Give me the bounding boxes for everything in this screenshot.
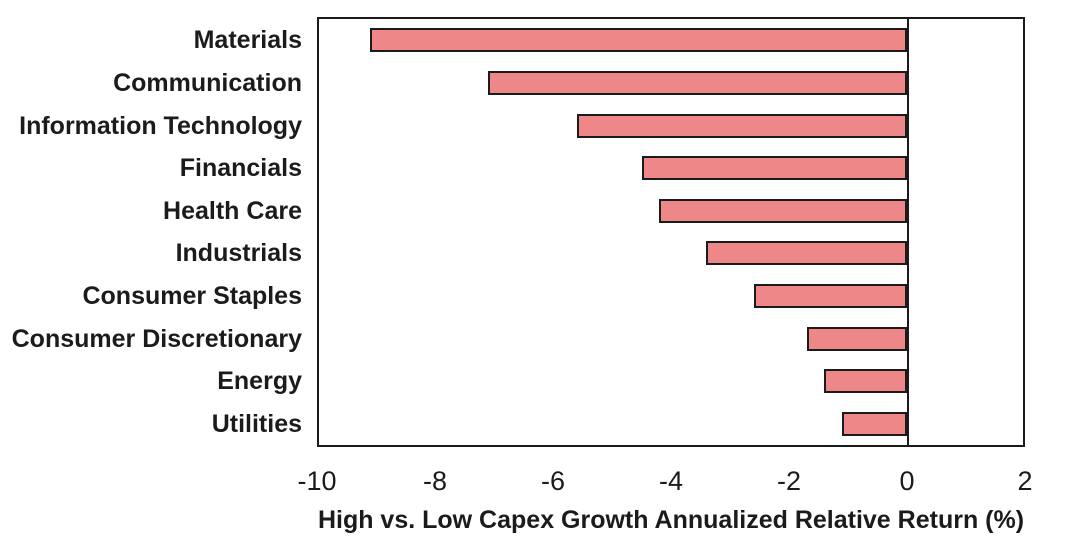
category-label: Consumer Discretionary: [11, 324, 302, 353]
bar: [659, 198, 907, 223]
category-label: Energy: [217, 367, 302, 396]
bar: [576, 113, 907, 138]
bar: [842, 411, 907, 436]
bar: [753, 283, 907, 308]
category-label: Health Care: [163, 196, 302, 225]
x-tick-label: -8: [422, 466, 448, 496]
x-tick-label: -10: [297, 466, 337, 496]
plot-area: [317, 17, 1025, 447]
category-label: Communication: [113, 68, 302, 97]
x-tick-label: 0: [899, 466, 915, 496]
x-tick-label: -6: [540, 466, 566, 496]
zero-axis-line: [907, 19, 909, 445]
category-label: Utilities: [211, 409, 302, 438]
category-label: Materials: [193, 26, 302, 55]
x-tick-label: 2: [1017, 466, 1033, 496]
x-axis-title: High vs. Low Capex Growth Annualized Rel…: [317, 506, 1025, 534]
x-tick-label: -2: [776, 466, 802, 496]
bar: [370, 28, 907, 53]
bar: [488, 70, 907, 95]
category-label-column: Materials Communication Information Techno…: [0, 0, 302, 460]
x-tick-label: -4: [658, 466, 684, 496]
bar: [824, 369, 907, 394]
category-label: Industrials: [175, 239, 302, 268]
category-label: Consumer Staples: [82, 281, 302, 310]
x-axis-tick-row: -10 -8 -6 -4 -2 0 2: [0, 464, 1080, 498]
category-label: Information Technology: [19, 111, 302, 140]
bar: [806, 326, 907, 351]
bar: [641, 156, 907, 181]
bar: [706, 241, 907, 266]
category-label: Financials: [179, 154, 302, 183]
